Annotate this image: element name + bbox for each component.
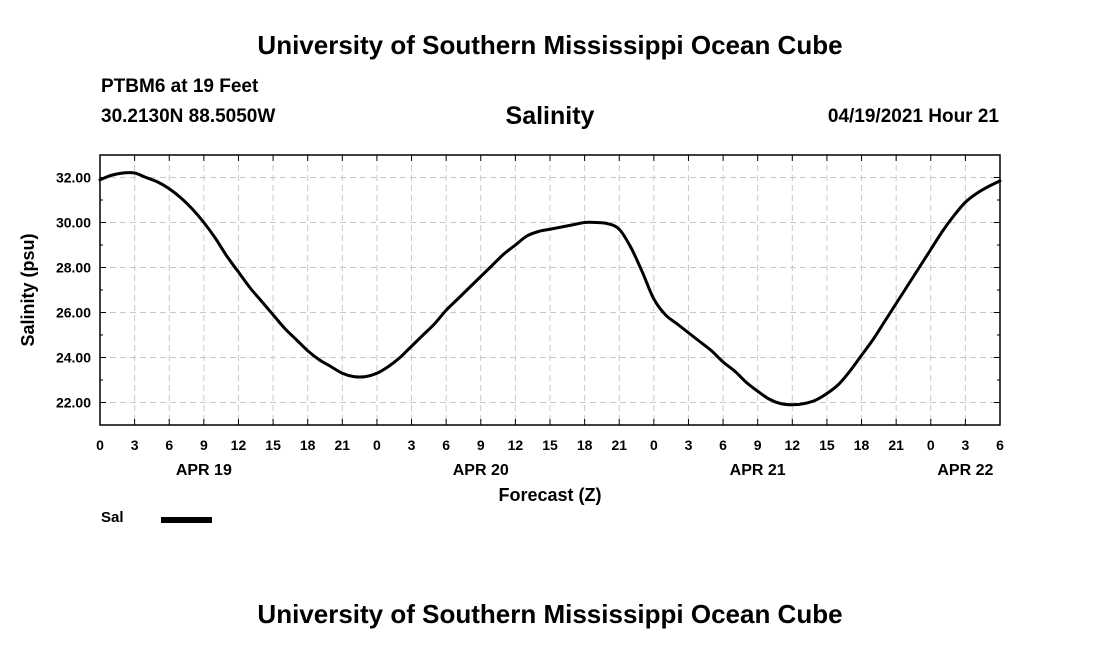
x-tick-label: 18 [854, 437, 870, 453]
x-tick-label: 0 [650, 437, 658, 453]
x-tick-label: 18 [577, 437, 593, 453]
x-tick-label: 12 [785, 437, 801, 453]
x-tick-label: 3 [961, 437, 969, 453]
y-tick-label: 28.00 [56, 260, 91, 276]
axes [99, 154, 1001, 426]
date-label: APR 20 [453, 462, 509, 479]
x-tick-label: 21 [335, 437, 351, 453]
x-tick-label: 18 [300, 437, 316, 453]
x-tick-label: 3 [408, 437, 416, 453]
x-axis-title: Forecast (Z) [498, 485, 601, 505]
legend-label-sal: Sal [101, 509, 124, 526]
x-tick-label: 6 [719, 437, 727, 453]
x-tick-label: 0 [927, 437, 935, 453]
date-label: APR 19 [176, 462, 232, 479]
x-tick-label: 3 [685, 437, 693, 453]
chart-title: Salinity [505, 102, 595, 130]
grid-lines [100, 155, 1000, 425]
page-title: University of Southern Mississippi Ocean… [257, 30, 843, 60]
datetime-label: 04/19/2021 Hour 21 [827, 106, 999, 127]
footer-title: University of Southern Mississippi Ocean… [257, 599, 843, 629]
x-tick-label: 3 [131, 437, 139, 453]
y-tick-label: 26.00 [56, 305, 91, 321]
series-line-sal [98, 171, 1002, 407]
x-tick-label: 12 [231, 437, 247, 453]
series-group [98, 171, 1002, 407]
x-tick-label: 0 [96, 437, 104, 453]
plot-frame [99, 154, 1001, 426]
x-tick-label: 21 [888, 437, 904, 453]
x-tick-label: 21 [611, 437, 627, 453]
x-tick-label: 15 [819, 437, 835, 453]
x-tick-label: 6 [165, 437, 173, 453]
x-tick-label: 0 [373, 437, 381, 453]
y-tick-label: 22.00 [56, 395, 91, 411]
x-tick-label: 6 [996, 437, 1004, 453]
x-tick-label: 6 [442, 437, 450, 453]
station-label: PTBM6 at 19 Feet [101, 76, 259, 97]
date-label: APR 22 [937, 462, 993, 479]
x-tick-label: 9 [754, 437, 762, 453]
x-tick-label: 9 [477, 437, 485, 453]
axis-labels: 0 3 6 9 12 15 18 21 0 3 6 9 12 15 18 21 0 3 6 9 12 15 18 21 0 3 6 2… [18, 170, 1004, 506]
y-tick-label: 32.00 [56, 170, 91, 186]
x-tick-label: 9 [200, 437, 208, 453]
y-tick-label: 24.00 [56, 350, 91, 366]
legend-swatch-sal [161, 517, 212, 523]
y-tick-label: 30.00 [56, 215, 91, 231]
x-tick-label: 15 [542, 437, 558, 453]
coordinates-label: 30.2130N 88.5050W [101, 106, 276, 127]
date-label: APR 21 [730, 462, 786, 479]
y-axis-title: Salinity (psu) [18, 233, 38, 346]
x-tick-label: 12 [508, 437, 524, 453]
x-tick-label: 15 [265, 437, 281, 453]
